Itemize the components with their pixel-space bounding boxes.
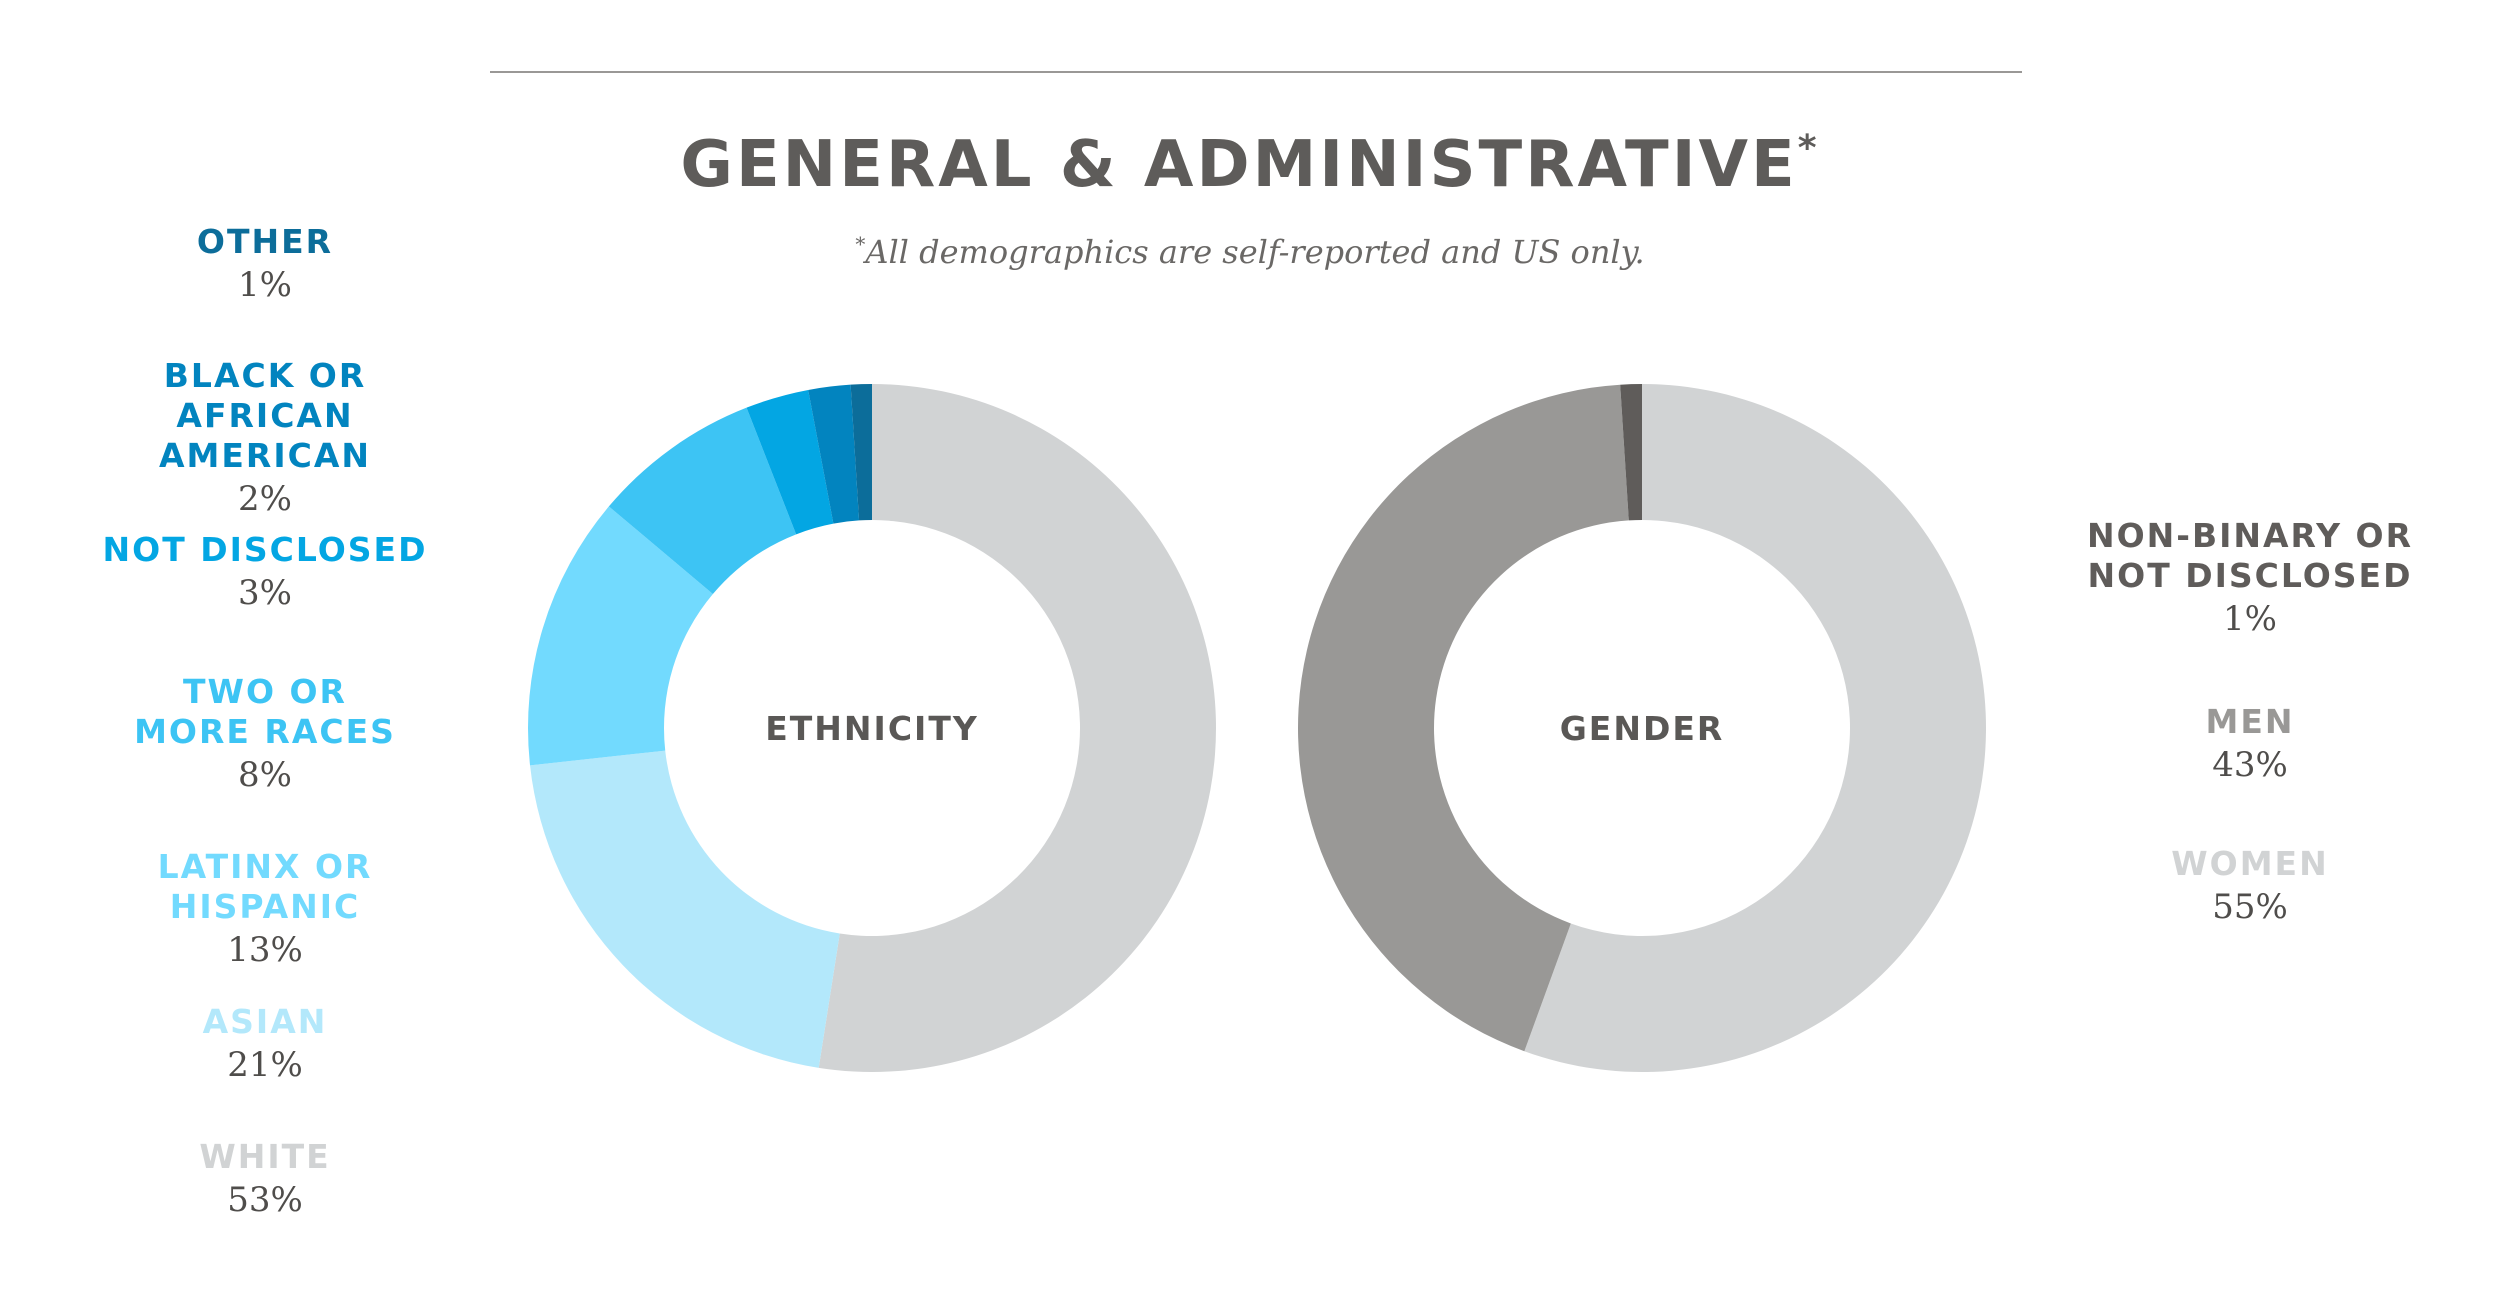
legend-label: WHITE [199, 1137, 331, 1176]
legend-label: BLACK OR AFRICAN AMERICAN [159, 356, 371, 475]
legend-label: TWO OR MORE RACES [134, 672, 396, 751]
legend-item-latinx-or-hispanic: LATINX OR HISPANIC 13% [40, 847, 490, 973]
top-divider [490, 71, 2022, 73]
legend-item-other: OTHER 1% [40, 222, 490, 308]
slice-women [1524, 384, 1987, 1072]
slice-men [1298, 384, 1629, 1052]
slice-non-binary-or-not-disclosed [1620, 384, 1642, 521]
legend-value: 1% [2223, 599, 2277, 639]
chart-subtitle: *All demographics are self-reported and … [855, 232, 1645, 271]
legend-value: 8% [238, 755, 292, 795]
subtitle-asterisk: * [855, 232, 866, 256]
legend-label: ASIAN [202, 1002, 328, 1041]
slice-other [850, 384, 872, 521]
legend-item-non-binary-or-not-disclosed: NON-BINARY OR NOT DISCLOSED 1% [2020, 516, 2480, 642]
legend-value: 2% [238, 479, 292, 519]
gender-donut [1298, 384, 1987, 1072]
legend-value: 3% [238, 573, 292, 613]
legend-item-white: WHITE 53% [40, 1137, 490, 1223]
legend-value: 13% [227, 930, 303, 970]
legend-value: 55% [2212, 887, 2288, 927]
legend-item-men: MEN 43% [2020, 702, 2480, 788]
slice-white [818, 384, 1217, 1072]
ethnicity-donut [528, 384, 1217, 1072]
legend-label: OTHER [196, 222, 334, 261]
legend-label: LATINX OR HISPANIC [157, 847, 373, 926]
title-asterisk: * [1797, 128, 1820, 169]
legend-value: 43% [2212, 745, 2288, 785]
ethnicity-center-label: ETHNICITY [765, 709, 978, 748]
legend-item-two-or-more-races: TWO OR MORE RACES 8% [40, 672, 490, 798]
chart-title: GENERAL & ADMINISTRATIVE* [680, 128, 1820, 202]
slice-latinx-or-hispanic [528, 506, 713, 766]
legend-label: WOMEN [2171, 844, 2329, 883]
legend-value: 53% [227, 1180, 303, 1220]
slice-two-or-more-races [608, 407, 797, 595]
legend-label: NOT DISCLOSED [102, 530, 428, 569]
legend-item-black-or-african-american: BLACK OR AFRICAN AMERICAN 2% [40, 356, 490, 522]
slice-asian [530, 750, 840, 1068]
legend-value: 21% [227, 1045, 303, 1085]
legend-item-asian: ASIAN 21% [40, 1002, 490, 1088]
legend-item-women: WOMEN 55% [2020, 844, 2480, 930]
gender-center-label: GENDER [1560, 709, 1725, 748]
legend-label: MEN [2205, 702, 2295, 741]
legend-item-not-disclosed: NOT DISCLOSED 3% [40, 530, 490, 616]
legend-label: NON-BINARY OR NOT DISCLOSED [2086, 516, 2414, 595]
legend-value: 1% [238, 265, 292, 305]
slice-not-disclosed [746, 389, 834, 535]
slice-black-or-african-american [808, 384, 860, 524]
